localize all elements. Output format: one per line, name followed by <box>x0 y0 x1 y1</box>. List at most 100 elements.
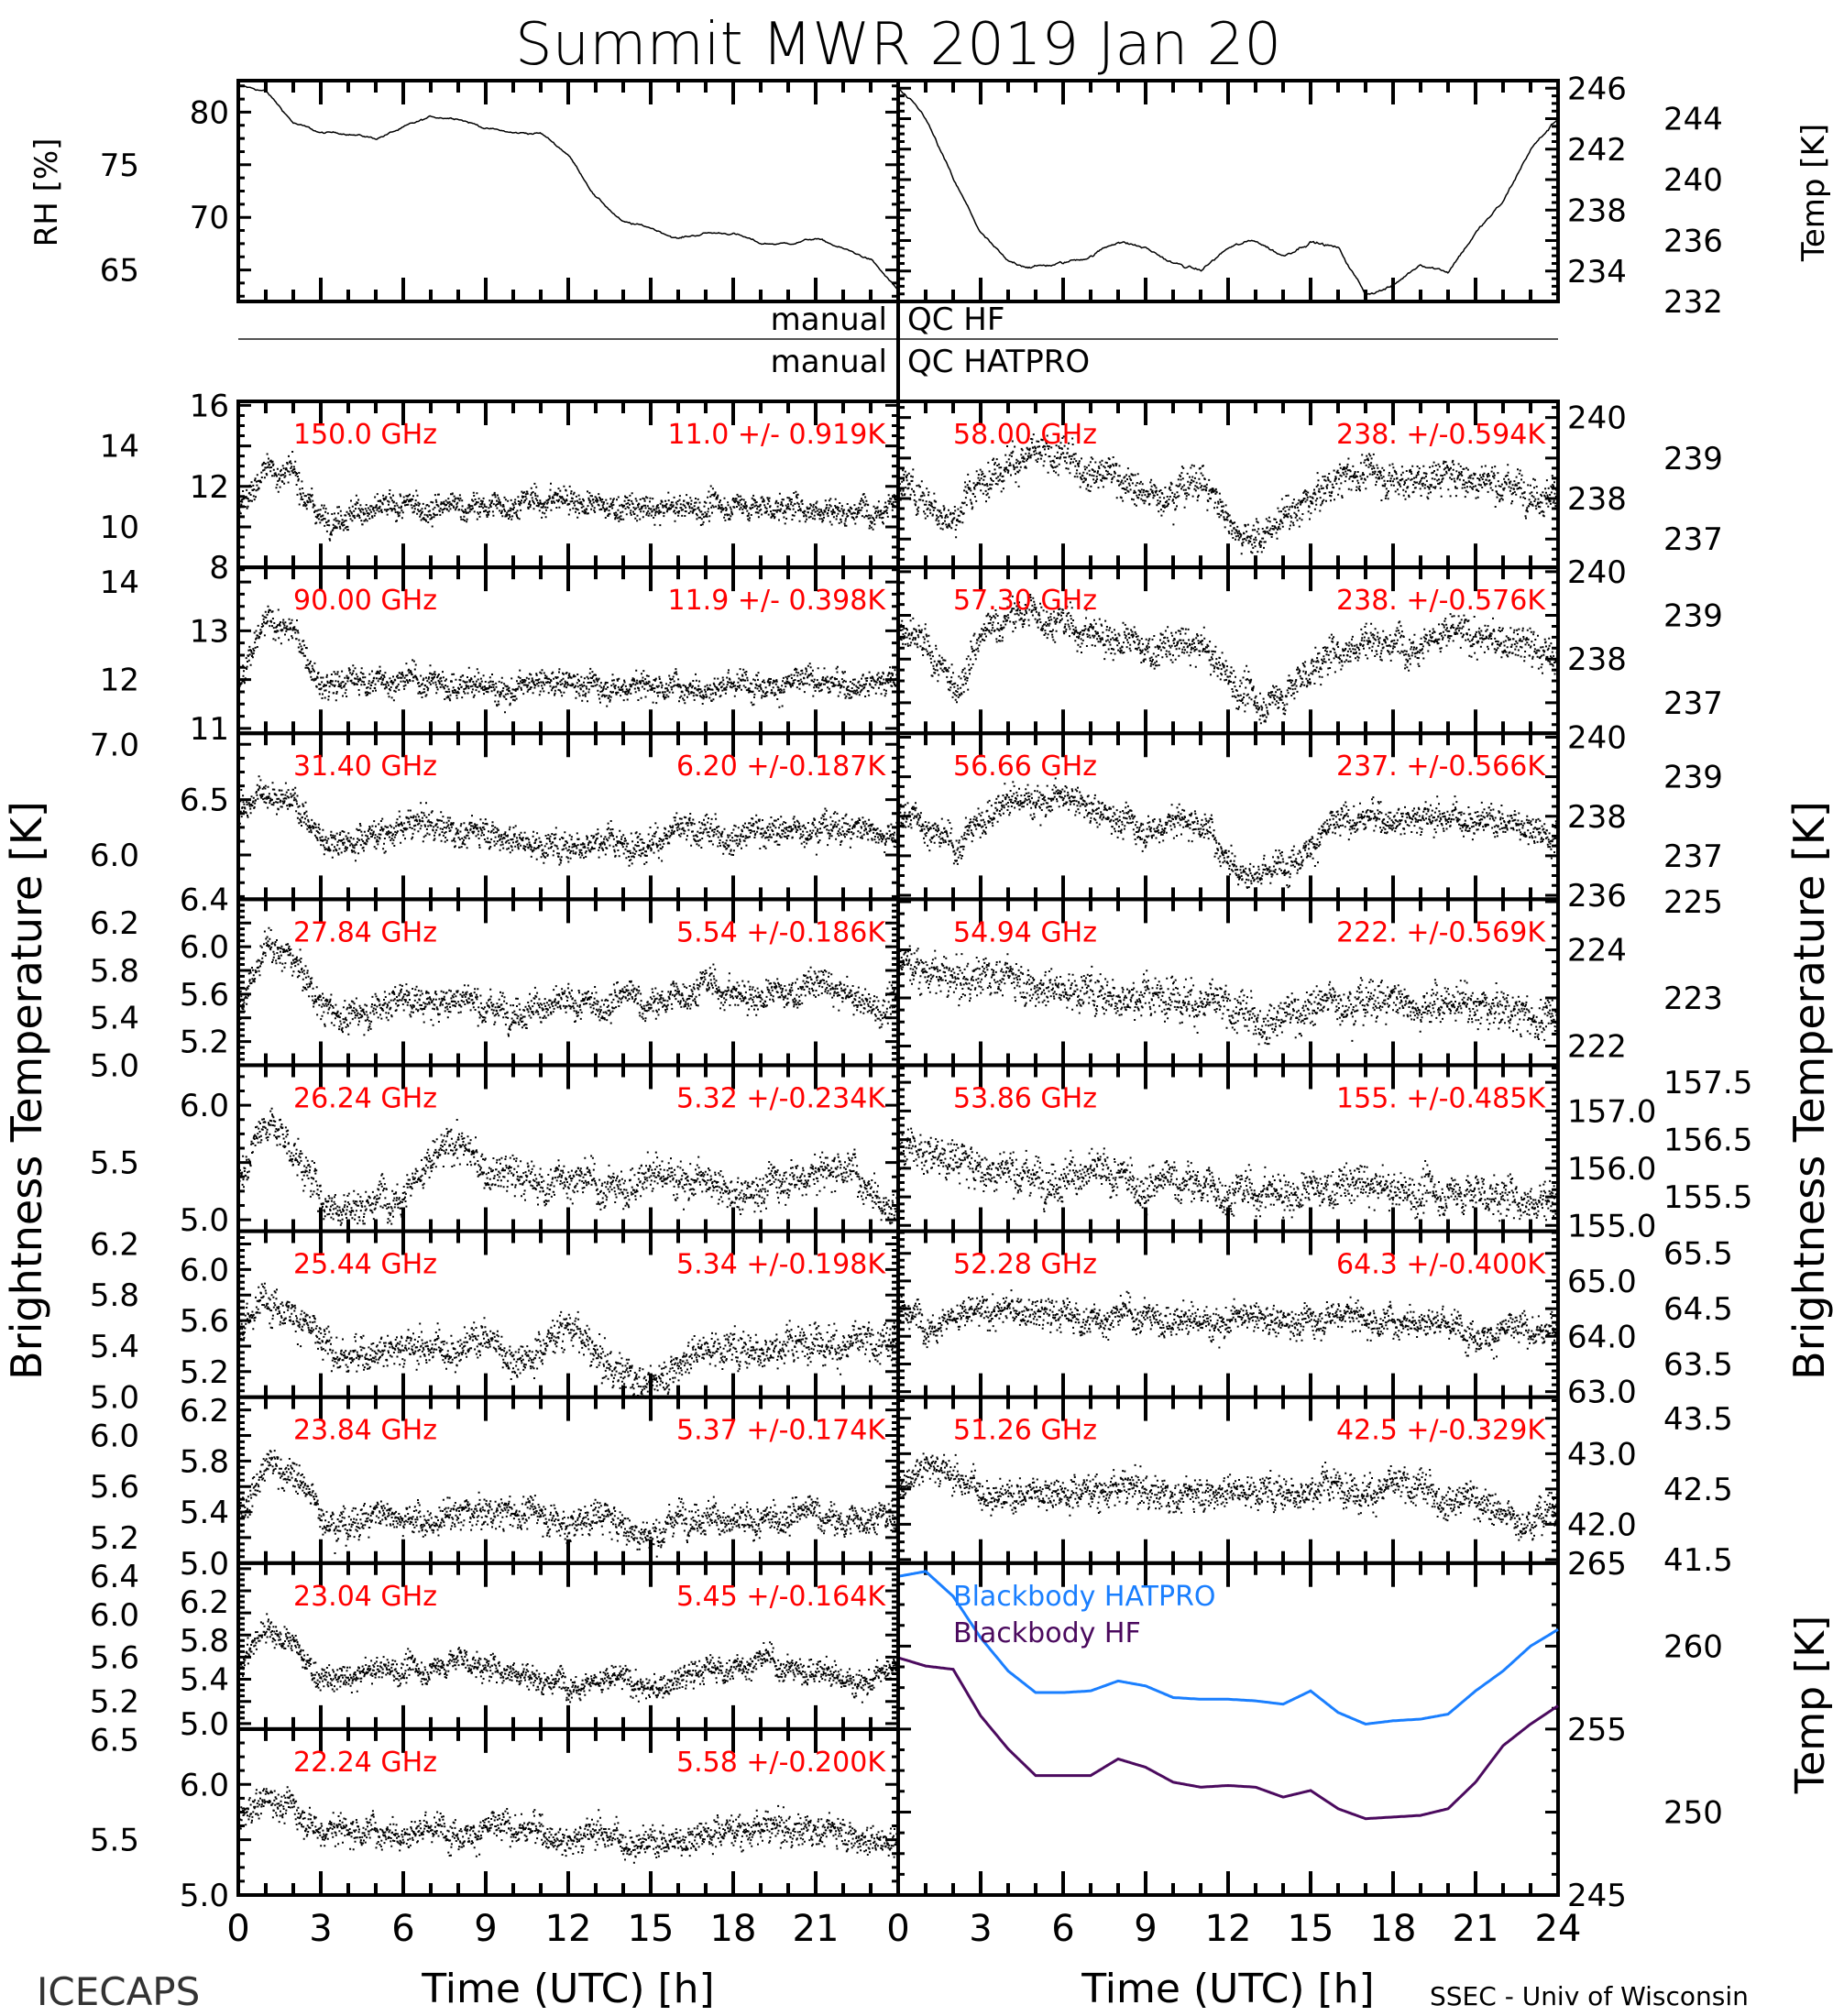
rh-axis-y-ticks <box>238 84 898 298</box>
panel-56-66-ghz-freq: 56.66 GHz <box>953 751 1097 783</box>
panel-53-86-ghz-y-tick-label: 156.0 <box>1567 1151 1656 1188</box>
panel-23-84-ghz-x-ticks <box>264 1397 873 1563</box>
panel-53-86-ghz-y-ticks <box>898 1067 1558 1227</box>
rh-axis-y-tick-label: 70 <box>190 200 229 236</box>
panel-90-00-ghz-y-ticks <box>238 568 898 730</box>
panel-52-28-ghz-points <box>898 1289 1560 1360</box>
x-tick-label-right: 18 <box>1370 1908 1417 1950</box>
x-tick-label-left: 9 <box>474 1908 497 1950</box>
x-tick-label-left: 0 <box>226 1908 249 1950</box>
panel-27-84-ghz-y-tick-label: 5.2 <box>180 1024 229 1061</box>
panel-58-00-ghz-y-tick-label: 240 <box>1567 400 1627 437</box>
panel-58-00-ghz-points <box>898 433 1560 555</box>
panel-27-84-ghz-points <box>238 926 900 1037</box>
panel-54-94-ghz-y-tick-label: 225 <box>1663 884 1723 921</box>
panel-26-24-ghz-x-ticks <box>264 1065 873 1232</box>
blackbody-y-ticks <box>898 1561 1558 1897</box>
panel-52-28-ghz-y-tick-label: 63.5 <box>1663 1346 1733 1383</box>
temp-axis-y-tick-label: 236 <box>1663 224 1723 260</box>
panel-53-86-ghz-points <box>898 1127 1560 1222</box>
panel-150-0-ghz-y-tick-label: 16 <box>190 388 229 424</box>
temp-axis-y-tick-label: 238 <box>1567 192 1627 229</box>
temp-axis-y-tick-label: 234 <box>1567 254 1627 290</box>
panel-51-26-ghz-x-ticks <box>924 1397 1532 1563</box>
panel-54-94-ghz-y-tick-label: 224 <box>1567 932 1627 969</box>
panel-26-24-ghz-y-ticks <box>238 1075 898 1222</box>
temp-line <box>897 87 1559 296</box>
temp-panel-x-ticks <box>924 81 1532 301</box>
panel-22-24-ghz-stat: 5.58 +/-0.200K <box>676 1747 886 1779</box>
panel-23-04-ghz-y-tick-label: 5.8 <box>180 1623 229 1660</box>
panel-53-86-ghz-y-tick-label: 157.0 <box>1567 1093 1656 1130</box>
panel-52-28-ghz-y-tick-label: 64.0 <box>1567 1319 1637 1355</box>
panel-27-84-ghz-y-tick-label: 6.0 <box>180 929 229 966</box>
panel-51-26-ghz-y-ticks <box>898 1399 1558 1561</box>
panel-51-26-ghz-y-tick-label: 42.0 <box>1567 1507 1637 1543</box>
panel-52-28-ghz-stat: 64.3 +/-0.400K <box>1336 1249 1546 1281</box>
blackbody-y-tick-label: 260 <box>1663 1628 1723 1665</box>
panel-51-26-ghz-y-tick-label: 43.5 <box>1663 1401 1733 1438</box>
panel-23-04-ghz-y-tick-label: 6.0 <box>90 1597 139 1634</box>
blackbody-panel-x-ticks <box>924 1562 1532 1895</box>
panel-56-66-ghz-y-tick-label: 236 <box>1567 878 1627 915</box>
panel-27-84-ghz-stat: 5.54 +/-0.186K <box>676 916 886 948</box>
panel-22-24-ghz-y-tick-label: 6.0 <box>180 1767 229 1803</box>
x-tick-label-left: 18 <box>710 1908 757 1950</box>
panel-23-84-ghz-y-tick-label: 5.8 <box>180 1443 229 1480</box>
blackbody-panel <box>896 1561 1560 1898</box>
panel-31-40-ghz-y-tick-label: 6.5 <box>180 783 229 819</box>
panel-52-28-ghz-y-tick-label: 65.5 <box>1663 1236 1733 1273</box>
rh-line <box>238 84 899 291</box>
panel-51-26-ghz-y-tick-label: 43.0 <box>1567 1436 1637 1473</box>
panel-52-28-ghz-x-ticks <box>924 1231 1532 1397</box>
x-tick-label-right: 9 <box>1134 1908 1157 1950</box>
panel-58-00-ghz-y-ticks <box>898 406 1558 561</box>
x-tick-label-right: 24 <box>1535 1908 1582 1950</box>
panel-52-28-ghz-y-tick-label: 64.5 <box>1663 1291 1733 1328</box>
legend-blackbody-hatpro: Blackbody HATPRO <box>953 1581 1216 1613</box>
temp-axis-y-tick-label: 244 <box>1663 102 1723 138</box>
panel-23-84-ghz-stat: 5.37 +/-0.174K <box>676 1415 886 1447</box>
panel-23-84-ghz-y-tick-label: 5.4 <box>180 1495 229 1531</box>
legend-blackbody-hf: Blackbody HF <box>953 1617 1141 1649</box>
x-tick-label-right: 3 <box>969 1908 992 1950</box>
qc-hf-manual: manual <box>771 301 887 338</box>
panel-150-0-ghz-y-tick-label: 14 <box>100 429 139 466</box>
panel-31-40-ghz-points <box>238 775 900 867</box>
panel-57-30-ghz-stat: 238. +/-0.576K <box>1336 585 1546 617</box>
panel-56-66-ghz-y-ticks <box>898 736 1558 897</box>
panel-150-0-ghz-y-tick-label: 12 <box>190 469 229 506</box>
temp-axis-label: Temp [K] <box>1795 124 1832 262</box>
panel-22-24-ghz-y-ticks <box>238 1727 898 1897</box>
panel-58-00-ghz-y-tick-label: 237 <box>1663 521 1723 558</box>
panel-150-0-ghz-y-tick-label: 10 <box>100 509 139 546</box>
panel-27-84-ghz-y-tick-label: 5.8 <box>90 953 139 990</box>
panel-23-84-ghz-y-tick-label: 6.2 <box>180 1393 229 1430</box>
panel-23-04-ghz-y-tick-label: 5.4 <box>180 1662 229 1699</box>
panel-53-86-ghz-y-tick-label: 157.5 <box>1663 1065 1752 1101</box>
panel-31-40-ghz-y-ticks <box>238 742 898 898</box>
x-tick-label-right: 15 <box>1288 1908 1334 1950</box>
panel-57-30-ghz-y-ticks <box>898 570 1558 727</box>
panel-31-40-ghz-y-tick-label: 6.0 <box>90 838 139 874</box>
panel-22-24-ghz-x-ticks <box>264 1728 873 1895</box>
panel-23-84-ghz-y-tick-label: 5.0 <box>180 1546 229 1583</box>
x-tick-label-right: 6 <box>1051 1908 1074 1950</box>
blackbody-y-tick-label: 250 <box>1663 1794 1723 1831</box>
panel-54-94-ghz-y-ticks <box>898 900 1558 1060</box>
panel-25-44-ghz-stat: 5.34 +/-0.198K <box>676 1249 886 1281</box>
panel-58-00-ghz-freq: 58.00 GHz <box>953 419 1097 451</box>
panel-53-86-ghz-stat: 155. +/-0.485K <box>1336 1082 1546 1114</box>
panel-27-84-ghz-freq: 27.84 GHz <box>293 916 437 948</box>
panel-56-66-ghz-y-tick-label: 240 <box>1567 720 1627 757</box>
blackbody-axis-label: Temp [K] <box>1787 1616 1833 1794</box>
panel-54-94-ghz-y-tick-label: 223 <box>1663 981 1723 1017</box>
panel-23-04-ghz-y-tick-label: 5.2 <box>90 1684 139 1721</box>
rh-axis-y-tick-label: 80 <box>190 94 229 131</box>
panel-31-40-ghz-freq: 31.40 GHz <box>293 751 437 783</box>
temp-axis-y-tick-label: 240 <box>1663 162 1723 199</box>
panel-23-84-ghz-y-tick-label: 5.2 <box>90 1520 139 1557</box>
x-tick-label-left: 6 <box>391 1908 414 1950</box>
x-tick-label-left: 3 <box>309 1908 332 1950</box>
